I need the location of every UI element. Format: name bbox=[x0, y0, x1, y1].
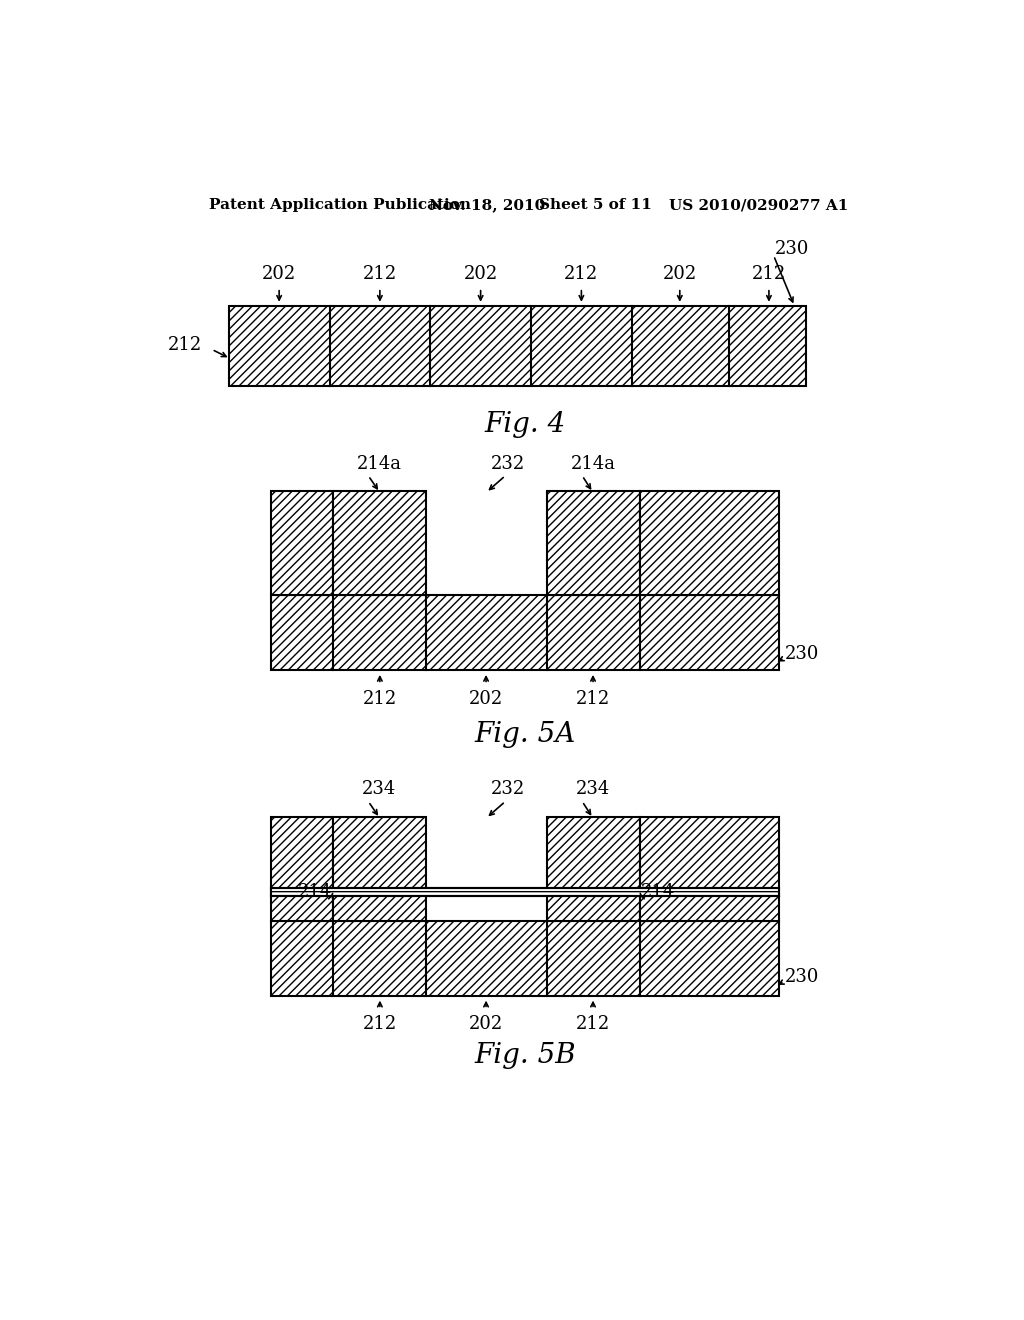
Bar bbox=[640, 491, 779, 595]
Text: 230: 230 bbox=[785, 644, 819, 663]
Text: 202: 202 bbox=[663, 265, 697, 284]
Text: Fig. 4: Fig. 4 bbox=[484, 411, 565, 438]
Text: 212: 212 bbox=[575, 1015, 610, 1032]
Text: Sheet 5 of 11: Sheet 5 of 11 bbox=[539, 198, 651, 213]
Text: 212: 212 bbox=[362, 689, 397, 708]
Text: 232: 232 bbox=[490, 454, 525, 473]
Bar bbox=[271, 491, 334, 595]
Text: US 2010/0290277 A1: US 2010/0290277 A1 bbox=[669, 198, 848, 213]
Text: 212: 212 bbox=[362, 1015, 397, 1032]
Text: Patent Application Publication: Patent Application Publication bbox=[209, 198, 471, 213]
Text: 214: 214 bbox=[641, 883, 675, 902]
Text: 202: 202 bbox=[464, 265, 498, 284]
Bar bbox=[547, 491, 640, 595]
Text: 212: 212 bbox=[752, 265, 786, 284]
Text: 214: 214 bbox=[298, 883, 332, 902]
Text: 230: 230 bbox=[785, 968, 819, 986]
Text: 234: 234 bbox=[361, 780, 396, 799]
Text: 212: 212 bbox=[362, 265, 397, 284]
Text: 202: 202 bbox=[262, 265, 296, 284]
Bar bbox=[547, 817, 640, 921]
Bar bbox=[228, 306, 806, 385]
Text: 212: 212 bbox=[564, 265, 598, 284]
Text: Nov. 18, 2010: Nov. 18, 2010 bbox=[429, 198, 545, 213]
Text: Fig. 5B: Fig. 5B bbox=[474, 1043, 575, 1069]
Text: 214a: 214a bbox=[356, 454, 401, 473]
Text: 230: 230 bbox=[775, 240, 810, 259]
Bar bbox=[271, 921, 779, 997]
Bar bbox=[640, 817, 779, 921]
Bar bbox=[334, 817, 426, 921]
Text: 212: 212 bbox=[575, 689, 610, 708]
Text: 202: 202 bbox=[469, 1015, 503, 1032]
Text: Fig. 5A: Fig. 5A bbox=[474, 721, 575, 747]
Text: 232: 232 bbox=[490, 780, 525, 799]
Text: 234: 234 bbox=[575, 780, 610, 799]
Text: 214a: 214a bbox=[570, 454, 615, 473]
Bar bbox=[271, 817, 334, 921]
Text: 212: 212 bbox=[167, 335, 202, 354]
Bar bbox=[271, 595, 779, 671]
Text: 202: 202 bbox=[469, 689, 503, 708]
Bar bbox=[334, 491, 426, 595]
Bar bbox=[271, 888, 779, 896]
